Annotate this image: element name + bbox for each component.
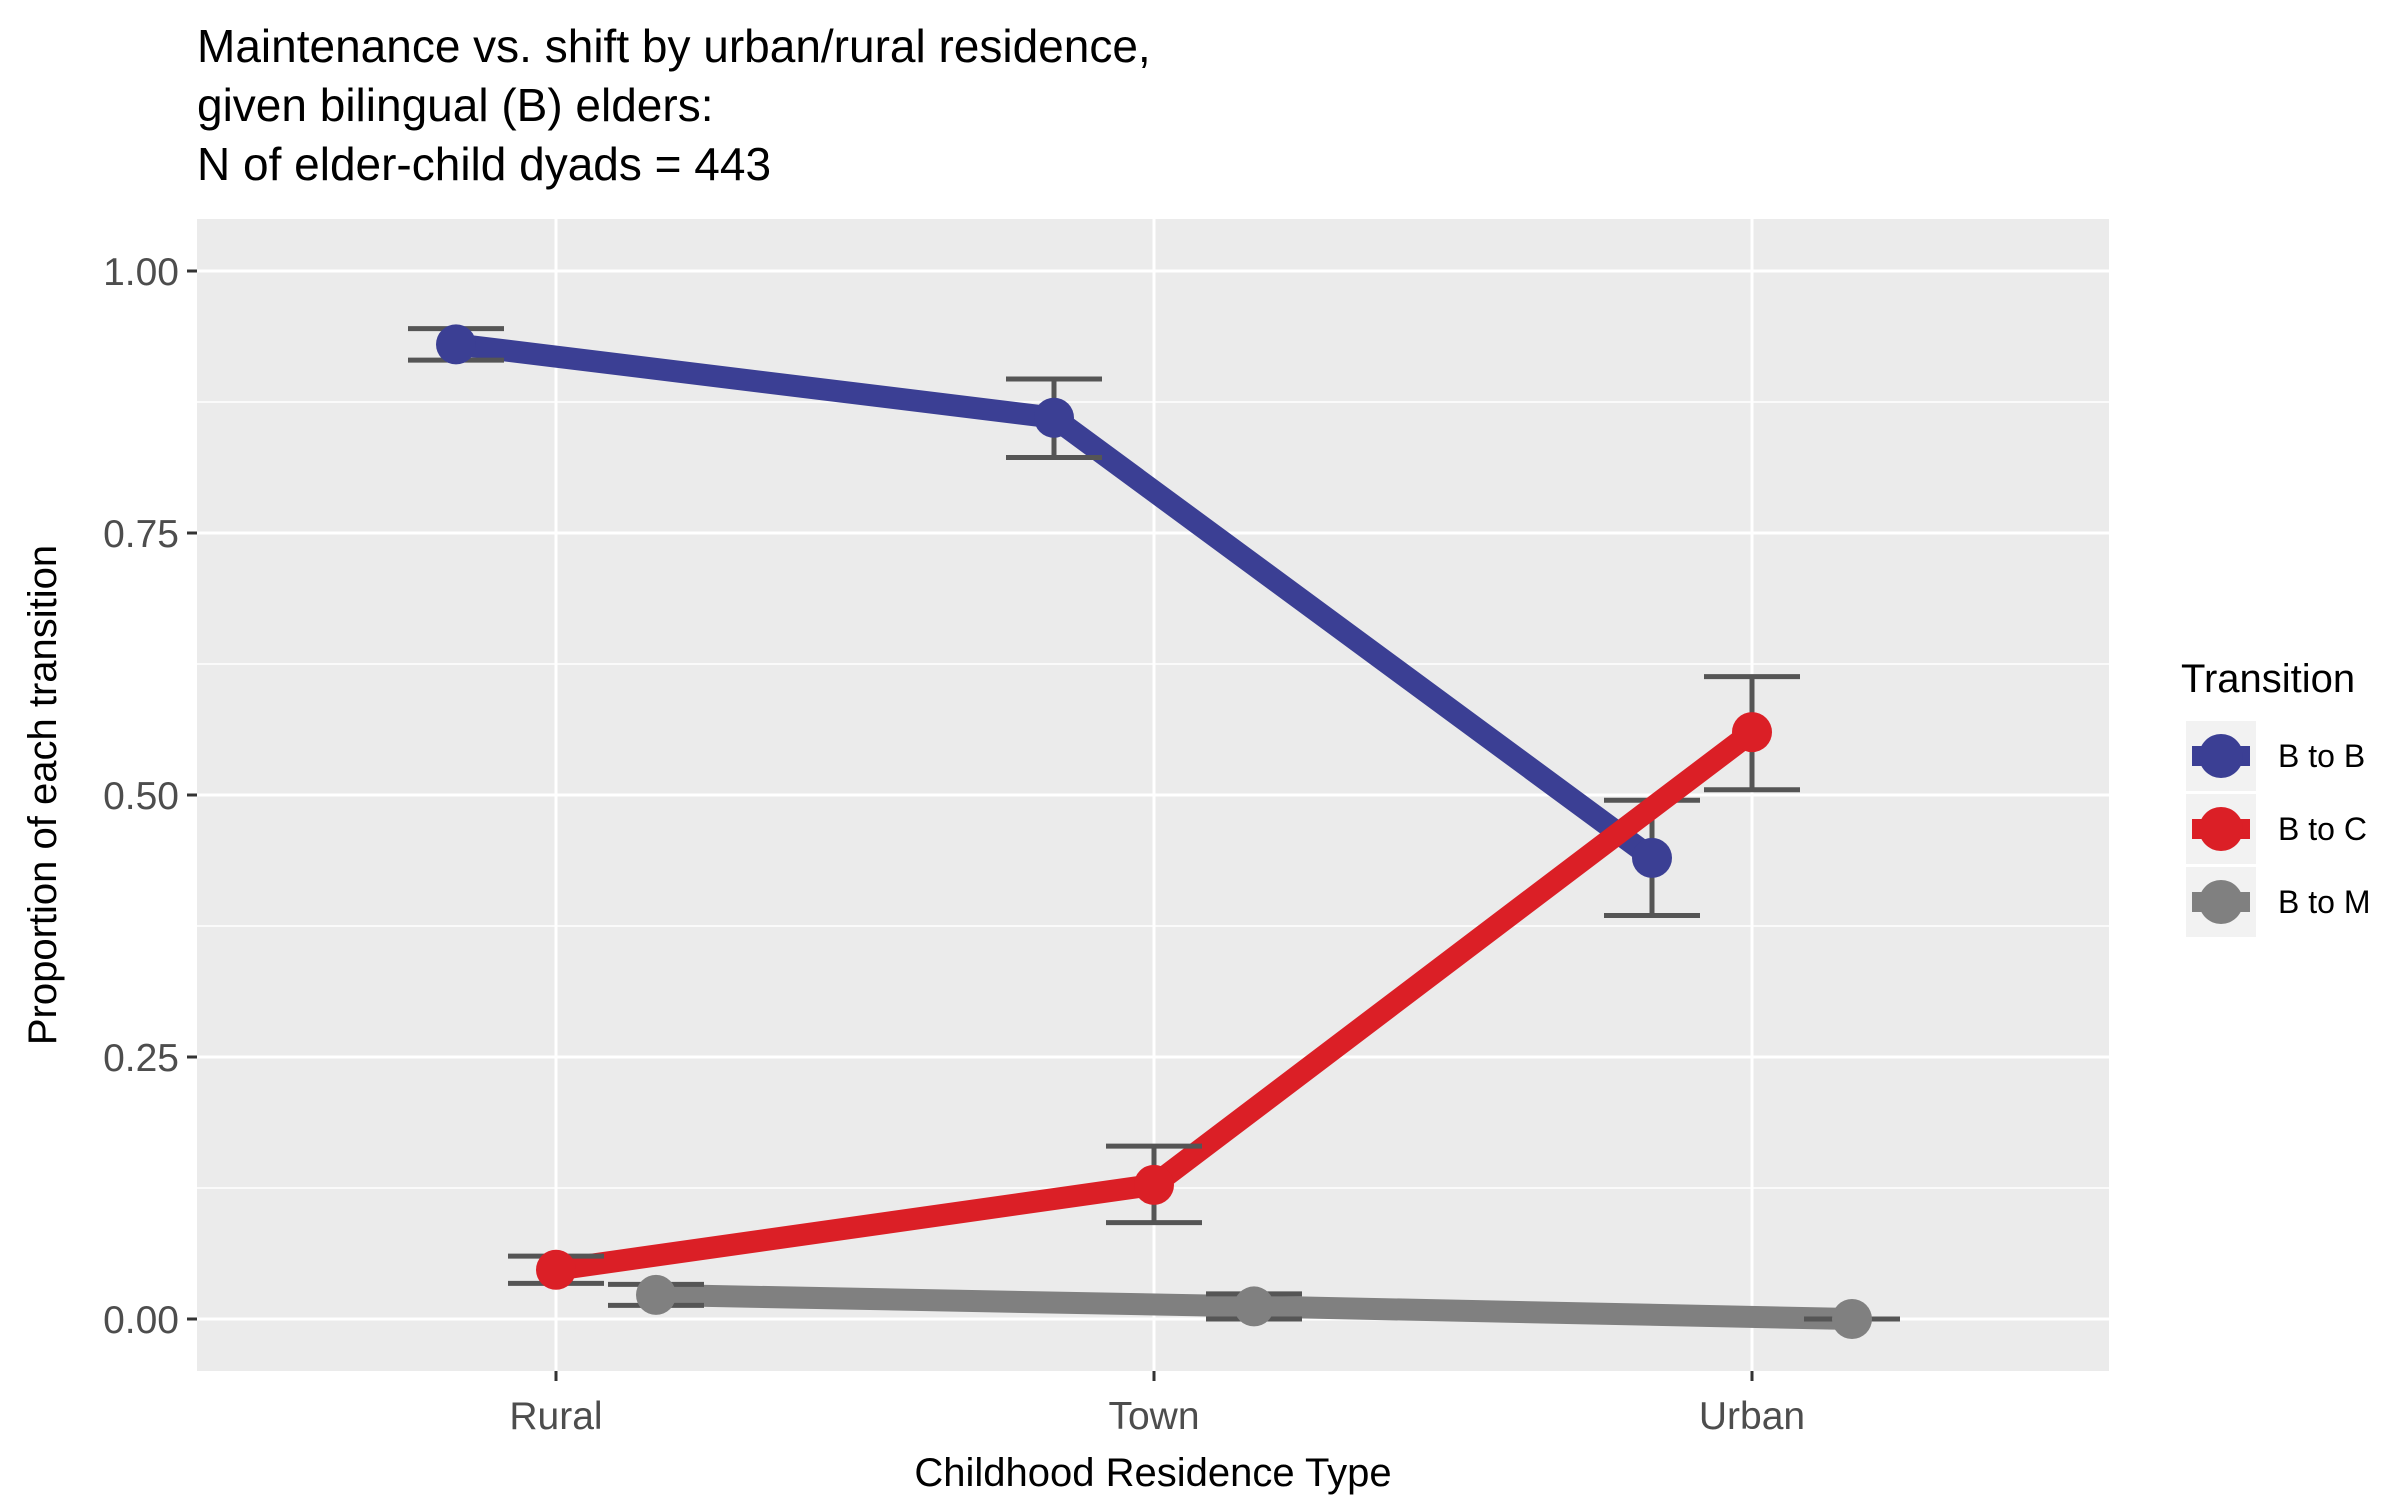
legend-title: Transition	[2181, 657, 2355, 701]
legend-key-point	[2199, 880, 2243, 924]
legend-key-point	[2199, 734, 2243, 778]
x-tick-label: Rural	[509, 1395, 602, 1438]
data-point	[1632, 837, 1672, 878]
data-point	[636, 1274, 676, 1315]
data-point	[536, 1249, 576, 1290]
legend-item-label: B to M	[2278, 884, 2370, 920]
chart-title-line: given bilingual (B) elders:	[197, 79, 714, 131]
y-tick-label: 1.00	[103, 251, 179, 294]
x-axis-label: Childhood Residence Type	[914, 1451, 1391, 1495]
data-point	[1034, 397, 1074, 438]
legend-item-label: B to C	[2278, 811, 2367, 847]
y-axis-label: Proportion of each transition	[21, 545, 65, 1045]
chart-title: Maintenance vs. shift by urban/rural res…	[197, 20, 1151, 190]
y-axis: 0.00 0.25 0.50 0.75 1.00	[103, 251, 197, 1342]
data-point	[436, 324, 476, 365]
legend-key-point	[2199, 807, 2243, 851]
series-b-to-c	[508, 674, 1800, 1290]
x-tick-label: Urban	[1699, 1395, 1805, 1438]
data-point	[1134, 1164, 1174, 1205]
data-point	[1732, 712, 1772, 753]
x-axis: Rural Town Urban	[509, 1371, 1805, 1438]
x-tick-label: Town	[1108, 1395, 1199, 1438]
series-b-to-m	[608, 1274, 1900, 1339]
data-point	[1234, 1286, 1274, 1327]
series-b-to-b	[408, 324, 1700, 919]
chart-title-line: N of elder-child dyads = 443	[197, 138, 771, 190]
legend-item-label: B to B	[2278, 738, 2365, 774]
legend: Transition B to B B to C B to M	[2181, 657, 2370, 937]
chart-title-line: Maintenance vs. shift by urban/rural res…	[197, 20, 1151, 72]
series-layer	[408, 324, 1900, 1339]
y-tick-label: 0.75	[103, 513, 179, 556]
y-tick-label: 0.25	[103, 1037, 179, 1080]
y-tick-label: 0.50	[103, 775, 179, 818]
data-point	[1832, 1299, 1872, 1339]
y-tick-label: 0.00	[103, 1299, 179, 1342]
